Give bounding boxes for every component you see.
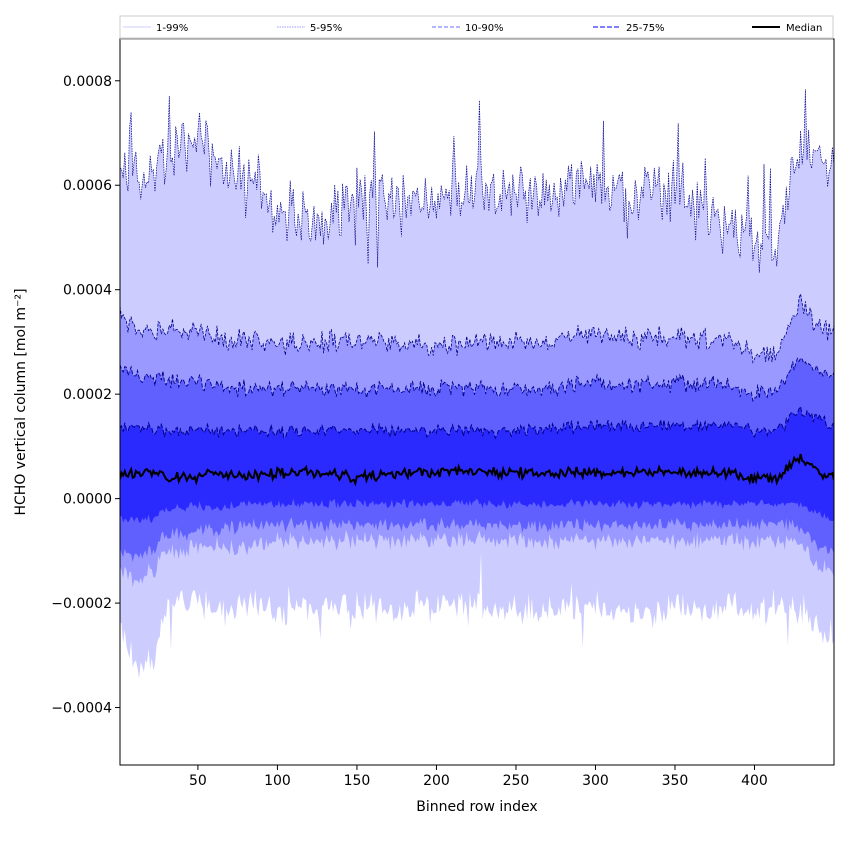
- y-tick-label-5: 0.0006: [63, 178, 112, 194]
- legend-label-5-95: 5-95%: [310, 23, 342, 34]
- line-p95: [120, 292, 834, 364]
- band-25-75: [120, 406, 834, 523]
- x-tick-label-50: 50: [189, 773, 207, 789]
- x-tick-label-300: 300: [582, 773, 609, 789]
- x-tick-label-350: 350: [662, 773, 689, 789]
- legend-frame: [119, 15, 834, 39]
- percentile-lines: [120, 89, 834, 487]
- y-tick-label-4: 0.0004: [63, 283, 112, 299]
- line-median: [120, 453, 834, 487]
- plot-area: [120, 89, 834, 679]
- legend-label-median: Median: [786, 23, 822, 34]
- y-tick-label-0: −0.0004: [51, 701, 112, 717]
- legend-label-1-99: 1-99%: [156, 23, 188, 34]
- x-tick-label-150: 150: [344, 773, 371, 789]
- x-axis: 50 100 150 200 250 300 350 400: [189, 765, 768, 789]
- line-p99: [120, 89, 834, 273]
- y-axis-label: HCHO vertical column [mol m⁻²]: [13, 288, 29, 515]
- x-tick-label-200: 200: [423, 773, 450, 789]
- y-tick-label-1: −0.0002: [51, 596, 112, 612]
- line-p90: [120, 357, 834, 403]
- legend-label-25-75: 25-75%: [626, 23, 665, 34]
- percentile-bands: [120, 89, 834, 679]
- x-tick-label-100: 100: [264, 773, 291, 789]
- y-axis: −0.0004 −0.0002 0.0000 0.0002 0.0004 0.0006 0.…: [51, 74, 120, 717]
- line-p75: [120, 405, 834, 440]
- y-tick-label-3: 0.0002: [63, 387, 112, 403]
- y-tick-label-6: 0.0008: [63, 74, 112, 90]
- x-tick-label-400: 400: [741, 773, 768, 789]
- legend-label-10-90: 10-90%: [465, 23, 504, 34]
- x-tick-label-250: 250: [503, 773, 530, 789]
- y-tick-label-2: 0.0000: [63, 492, 112, 508]
- legend: 1-99% 5-95% 10-90% 25-75% Median: [119, 15, 834, 40]
- x-axis-label: Binned row index: [416, 799, 537, 815]
